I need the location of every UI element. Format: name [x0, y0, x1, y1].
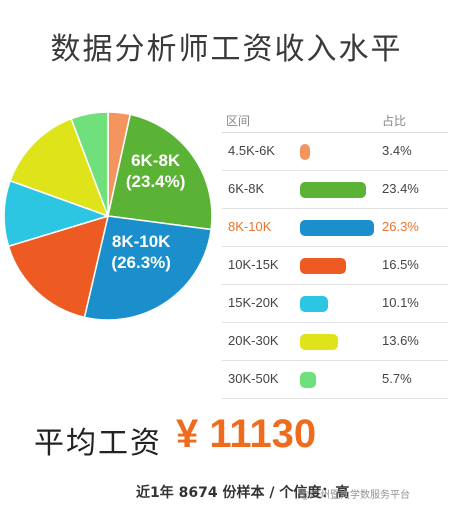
legend-header: 区间 占比	[222, 112, 448, 133]
legend-header-range: 区间	[226, 114, 251, 128]
legend-percent: 3.4%	[382, 143, 412, 158]
pie-slice-6k-8k	[107, 113, 213, 231]
legend-bar	[300, 372, 316, 388]
legend-range-label: 8K-10K	[228, 219, 272, 234]
legend-row: 20K-30K 13.6%	[222, 323, 448, 361]
legend-bar	[300, 182, 366, 198]
legend-percent: 16.5%	[382, 257, 419, 272]
legend-range-label: 15K-20K	[228, 295, 279, 310]
legend-row: 8K-10K 26.3%	[222, 209, 448, 247]
legend-bar	[300, 296, 328, 312]
average-salary-value: ¥ 11130	[176, 412, 317, 456]
legend-range-label: 6K-8K	[228, 181, 265, 196]
legend-table: 区间 占比 4.5K-6K 3.4% 6K-8K 23.4% 8K-10K 26.3% 10…	[222, 112, 448, 399]
legend-range-label: 20K-30K	[228, 333, 279, 348]
pie-slice-8k-10k	[83, 215, 212, 321]
legend-row: 10K-15K 16.5%	[222, 247, 448, 285]
pie-slice-30k-50k	[70, 111, 109, 217]
legend-row: 30K-50K 5.7%	[222, 361, 448, 399]
legend-row: 15K-20K 10.1%	[222, 285, 448, 323]
legend-range-label: 10K-15K	[228, 257, 279, 272]
legend-percent: 5.7%	[382, 371, 412, 386]
legend-row: 6K-8K 23.4%	[222, 171, 448, 209]
legend-bar	[300, 220, 374, 236]
pie-chart	[3, 111, 213, 321]
pie-label-6k-8k: 6K-8K (23.4%)	[113, 150, 199, 192]
legend-bar	[300, 258, 346, 274]
average-salary-label: 平均工资	[34, 426, 162, 461]
legend-bar	[300, 144, 310, 160]
legend-bar	[300, 334, 338, 350]
pie-label-percent: (26.3%)	[111, 252, 171, 272]
pie-label-range: 8K-10K	[111, 231, 171, 251]
pie-slice-20k-30k	[9, 117, 110, 218]
pie-label-range: 6K-8K	[131, 150, 181, 170]
pie-slice-10k-15k	[7, 214, 110, 319]
sample-footnote: 近1年 8674 份样本 / 个信度：高	[136, 485, 350, 501]
legend-percent: 26.3%	[382, 219, 419, 234]
legend-percent: 10.1%	[382, 295, 419, 310]
legend-percent: 23.4%	[382, 181, 419, 196]
chart-title: 数据分析师工资收入水平	[50, 32, 403, 67]
legend-range-label: 30K-50K	[228, 371, 279, 386]
watermark: @广州暨大学数服务平台	[300, 490, 410, 501]
legend-row: 4.5K-6K 3.4%	[222, 133, 448, 171]
legend-percent: 13.6%	[382, 333, 419, 348]
legend-range-label: 4.5K-6K	[228, 143, 275, 158]
legend-rows: 4.5K-6K 3.4% 6K-8K 23.4% 8K-10K 26.3% 10K-15K 1…	[222, 133, 448, 399]
pie-label-8k-10k: 8K-10K (26.3%)	[98, 231, 184, 273]
legend-header-share: 占比	[382, 114, 407, 128]
pie-label-percent: (23.4%)	[125, 171, 186, 191]
